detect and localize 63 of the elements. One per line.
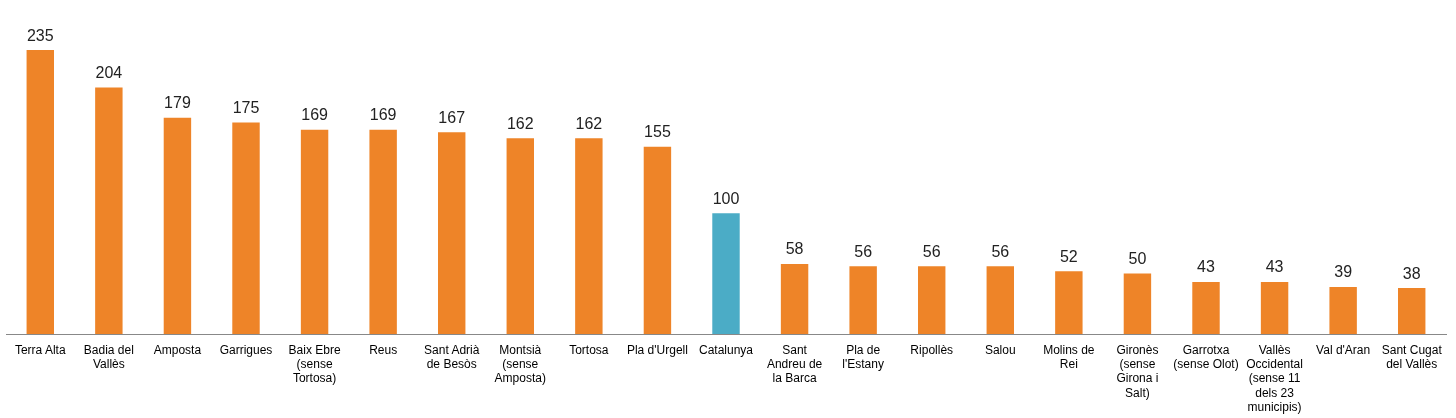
bar [849,266,877,334]
data-label: 162 [575,114,603,132]
x-tick-label: Molins de Rei [1043,342,1095,371]
data-label: 52 [1059,247,1078,265]
x-tick-label: Gironès (sense Girona i Salt) [1116,342,1159,400]
x-tick-label: Garrigues [219,342,273,357]
data-label: 38 [1402,264,1421,282]
bar [986,266,1014,334]
x-tick-label: Catalunya [698,342,754,357]
bar [163,117,192,334]
x-tick-label: Baix Ebre (sense Tortosa) [288,342,341,386]
bar [575,138,603,334]
x-tick-label: Tortosa [569,342,609,357]
x-tick-label: Vallès Occidental (sense 11 dels 23 municipis) [1246,342,1303,415]
bar [712,213,740,334]
x-tick-label: Sant Cugat del Vallès [1381,342,1443,371]
x-tick-label: Pla d'Urgell [626,342,688,357]
data-label: 235 [26,26,54,44]
bar [918,266,946,334]
data-label: 175 [232,99,260,117]
x-tick-label: Val d'Aran [1316,342,1371,357]
data-label: 58 [785,240,804,258]
data-label: 43 [1197,258,1215,276]
x-tick-label: Sant Adrià de Besòs [424,342,480,371]
bar [643,146,672,334]
x-tick-label: Badia del Vallès [83,342,134,371]
bar [438,132,466,334]
x-tick-label: Garrotxa (sense Olot) [1173,342,1239,371]
data-label: 50 [1128,250,1147,268]
bar [300,129,329,334]
x-tick-label: Montsià (sense Amposta) [494,342,546,386]
x-tick-label: Amposta [153,342,202,357]
data-label: 100 [712,189,740,207]
data-label: 204 [95,63,123,81]
data-label: 169 [369,106,397,124]
data-label: 39 [1334,263,1353,281]
bar [1260,282,1289,334]
bar [26,50,54,334]
bar [780,263,809,334]
bar [1192,282,1220,334]
x-tick-label: Ripollès [910,342,954,357]
data-label: 43 [1265,258,1284,276]
x-tick-label: Sant Andreu de la Barca [766,342,823,386]
x-tick-label: Terra Alta [14,342,66,357]
data-label: 169 [301,106,329,124]
data-label: 179 [164,94,191,112]
bar [95,87,123,334]
data-label: 155 [644,123,671,141]
data-label: 56 [854,242,873,260]
x-tick-label: Pla de l'Estany [842,342,884,371]
data-label: 56 [991,242,1010,260]
x-tick-label: Reus [369,342,398,357]
bar [1398,288,1426,334]
x-tick-label: Salou [984,342,1016,357]
bar [1329,286,1357,334]
bar [232,122,260,334]
data-label: 56 [922,242,941,260]
data-label: 167 [438,108,466,126]
data-label: 162 [506,114,534,132]
bar [506,138,534,334]
bar [1055,271,1083,334]
bar [369,129,397,334]
bar [1123,273,1152,334]
